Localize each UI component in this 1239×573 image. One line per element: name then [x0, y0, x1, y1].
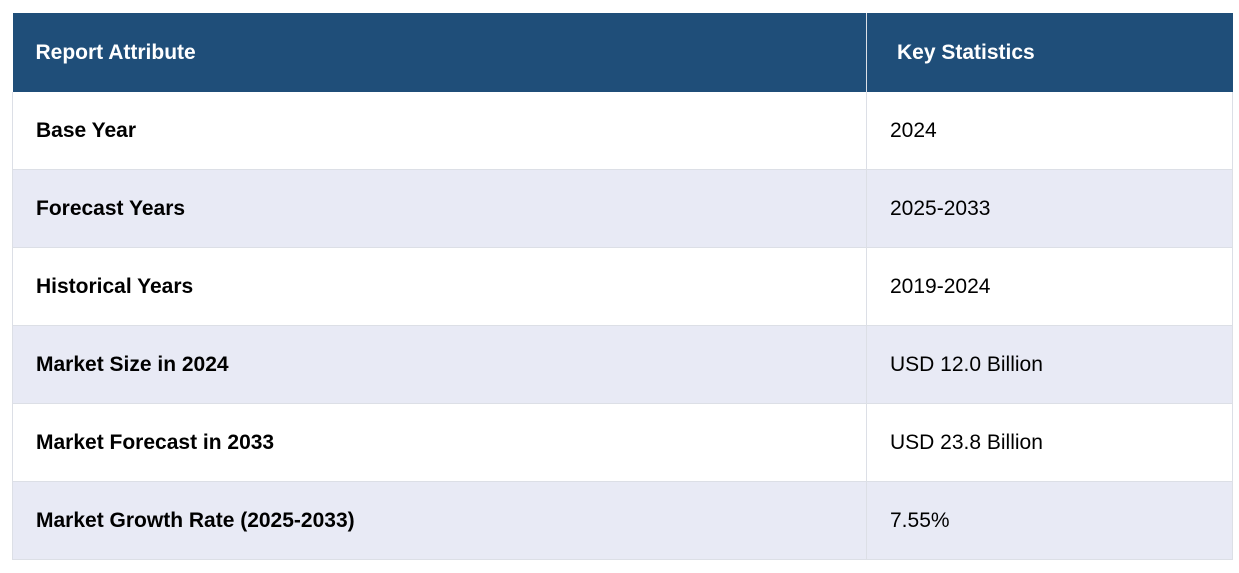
row-attribute: Market Size in 2024 — [12, 325, 867, 404]
table-row: Forecast Years 2025-2033 — [12, 169, 1233, 248]
row-value: USD 12.0 Billion — [866, 325, 1233, 404]
table-header-row: Report Attribute Key Statistics — [12, 13, 1233, 92]
table-row: Historical Years 2019-2024 — [12, 247, 1233, 326]
row-value: 2019-2024 — [866, 247, 1233, 326]
row-attribute: Historical Years — [12, 247, 867, 326]
report-table: Report Attribute Key Statistics Base Yea… — [12, 13, 1233, 560]
table-row: Market Forecast in 2033 USD 23.8 Billion — [12, 403, 1233, 482]
row-attribute: Forecast Years — [12, 169, 867, 248]
row-value: 7.55% — [866, 481, 1233, 560]
header-key-statistics: Key Statistics — [866, 13, 1233, 92]
header-report-attribute: Report Attribute — [12, 13, 867, 92]
row-attribute: Market Growth Rate (2025-2033) — [12, 481, 867, 560]
row-value: 2024 — [866, 92, 1233, 170]
row-value: USD 23.8 Billion — [866, 403, 1233, 482]
table-row: Market Size in 2024 USD 12.0 Billion — [12, 325, 1233, 404]
table-row: Base Year 2024 — [12, 92, 1233, 170]
row-attribute: Market Forecast in 2033 — [12, 403, 867, 482]
row-attribute: Base Year — [12, 92, 867, 170]
table-row: Market Growth Rate (2025-2033) 7.55% — [12, 481, 1233, 560]
row-value: 2025-2033 — [866, 169, 1233, 248]
